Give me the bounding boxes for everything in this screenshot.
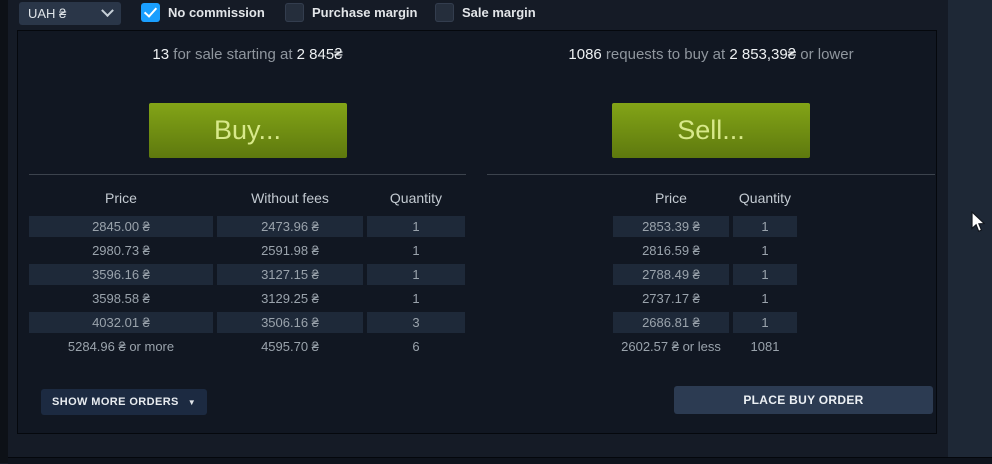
mouse-cursor [971,211,985,233]
cell-without-fees: 3127.15 ₴ [217,264,363,285]
cell-price: 2686.81 ₴ [613,312,729,333]
sale-margin-option: Sale margin [435,3,536,22]
table-row: 2853.39 ₴ 1 [487,216,935,237]
cell-quantity: 1 [367,264,465,285]
cell-without-fees: 4595.70 ₴ [261,339,319,354]
table-row: 2980.73 ₴ 2591.98 ₴ 1 [29,240,466,261]
column-header-quantity: Quantity [389,190,443,206]
no-commission-option: No commission [141,3,265,22]
market-orders-panel: 13 for sale starting at 2 845₴ Buy... Pr… [17,30,937,434]
sell-orders-table: Price Without fees Quantity 2845.00 ₴ 247… [29,174,466,360]
sell-listings-summary: 13 for sale starting at 2 845₴ [152,46,343,63]
checkmark-icon [143,4,158,18]
cell-price: 2845.00 ₴ [29,216,213,237]
cell-price: 4032.01 ₴ [29,312,213,333]
purchase-margin-label: Purchase margin [312,5,418,20]
cell-quantity: 1 [761,291,769,306]
cell-price: 3598.58 ₴ [92,291,150,306]
cell-quantity: 1 [412,291,420,306]
cell-without-fees: 2591.98 ₴ [261,243,319,258]
market-options-bar: UAH ₴ No commission Purchase margin Sale… [8,0,948,27]
sell-button[interactable]: Sell... [612,103,810,158]
cell-without-fees: 2473.96 ₴ [217,216,363,237]
table-header-row: Price Without fees Quantity [29,188,466,208]
table-header-row: Price Quantity [487,188,935,208]
cell-price: 5284.96 ₴ or more [67,339,175,354]
currency-select-value: UAH ₴ [28,6,67,21]
bottom-divider [8,457,992,464]
column-header-price: Price [655,190,687,206]
cell-price: 2853.39 ₴ [613,216,729,237]
sale-count: 13 [152,46,170,63]
highest-buy-price: 2 853,39₴ [729,46,797,63]
cell-price: 3596.16 ₴ [29,264,213,285]
cell-quantity: 1 [367,216,465,237]
cell-quantity: 1081 [750,339,780,354]
table-row: 2845.00 ₴ 2473.96 ₴ 1 [29,216,466,237]
right-gutter [948,0,992,463]
triangle-down-icon: ▼ [187,397,197,407]
cell-quantity: 3 [367,312,465,333]
cell-without-fees: 3129.25 ₴ [261,291,319,306]
sale-margin-label: Sale margin [462,5,536,20]
table-body: 2853.39 ₴ 1 2816.59 ₴ 1 2788.49 ₴ 1 2737.17 ₴ 1… [487,216,935,357]
buy-section: 13 for sale starting at 2 845₴ Buy... Pr… [29,31,466,433]
cell-quantity: 1 [761,243,769,258]
cell-quantity: 1 [733,216,797,237]
table-row: 2686.81 ₴ 1 [487,312,935,333]
chevron-down-icon [101,4,114,18]
buy-requests-summary: 1086 requests to buy at 2 853,39₴ or low… [568,46,854,63]
cell-quantity: 1 [733,312,797,333]
purchase-margin-checkbox[interactable] [285,3,304,22]
currency-select[interactable]: UAH ₴ [19,2,121,25]
table-body: 2845.00 ₴ 2473.96 ₴ 1 2980.73 ₴ 2591.98 ₴ 1 35… [29,216,466,357]
cell-without-fees: 3506.16 ₴ [217,312,363,333]
cell-quantity: 1 [412,243,420,258]
lowest-sale-price: 2 845₴ [296,46,343,63]
table-row: 4032.01 ₴ 3506.16 ₴ 3 [29,312,466,333]
purchase-margin-option: Purchase margin [285,3,418,22]
no-commission-label: No commission [168,5,265,20]
table-row: 2602.57 ₴ or less 1081 [487,336,935,357]
cell-price: 2602.57 ₴ or less [621,339,721,354]
buy-orders-table: Price Quantity 2853.39 ₴ 1 2816.59 ₴ 1 2788.… [487,174,935,360]
table-row: 2737.17 ₴ 1 [487,288,935,309]
cell-price: 2737.17 ₴ [642,291,700,306]
cell-quantity: 6 [412,339,420,354]
buy-button[interactable]: Buy... [148,103,347,158]
sale-margin-checkbox[interactable] [435,3,454,22]
buy-request-count: 1086 [568,46,602,63]
left-edge-strip [0,0,8,463]
table-row: 5284.96 ₴ or more 4595.70 ₴ 6 [29,336,466,357]
cell-price: 2980.73 ₴ [92,243,150,258]
column-header-without-fees: Without fees [251,190,329,206]
place-buy-order-button[interactable]: PLACE BUY ORDER [674,386,933,414]
sell-section: 1086 requests to buy at 2 853,39₴ or low… [487,31,935,433]
show-more-orders-button[interactable]: SHOW MORE ORDERS ▼ [41,389,208,415]
cell-price: 2788.49 ₴ [613,264,729,285]
table-row: 2816.59 ₴ 1 [487,240,935,261]
column-header-quantity: Quantity [738,190,792,206]
table-row: 3596.16 ₴ 3127.15 ₴ 1 [29,264,466,285]
table-row: 3598.58 ₴ 3129.25 ₴ 1 [29,288,466,309]
cell-price: 2816.59 ₴ [642,243,700,258]
cell-quantity: 1 [733,264,797,285]
column-header-price: Price [105,190,137,206]
no-commission-checkbox[interactable] [141,3,160,22]
table-row: 2788.49 ₴ 1 [487,264,935,285]
